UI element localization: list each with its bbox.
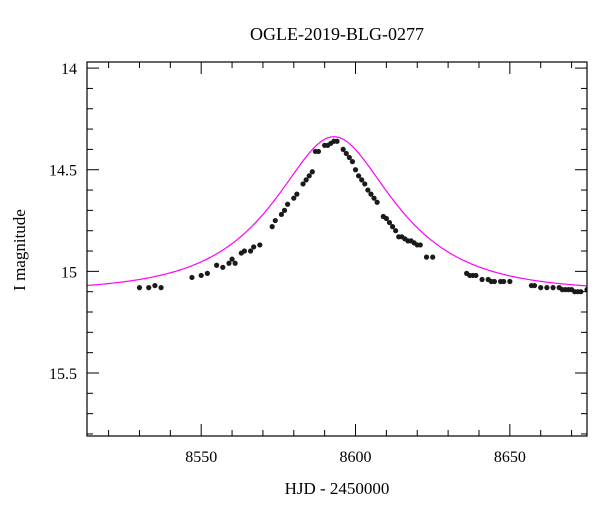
chart-title: OGLE-2019-BLG-0277 xyxy=(250,24,424,44)
data-point xyxy=(285,201,291,207)
data-point xyxy=(152,282,158,289)
y-axis-label: I magnitude xyxy=(10,209,29,291)
data-point xyxy=(491,278,498,285)
data-point xyxy=(393,228,399,234)
data-point xyxy=(241,248,248,254)
data-point xyxy=(272,217,278,224)
x-tick-label: 8600 xyxy=(340,449,372,466)
data-point xyxy=(281,207,288,213)
data-point xyxy=(374,199,380,205)
data-point xyxy=(300,181,306,187)
data-point xyxy=(334,138,340,144)
data-point xyxy=(389,224,396,230)
data-point xyxy=(294,191,300,197)
y-tick-label: 15.5 xyxy=(49,366,77,383)
data-point xyxy=(343,150,349,157)
data-point xyxy=(251,244,257,250)
data-point xyxy=(309,169,315,175)
y-tick-label: 15 xyxy=(61,264,77,281)
data-point xyxy=(204,270,210,276)
data-point xyxy=(423,254,430,260)
data-point xyxy=(214,262,220,268)
data-point xyxy=(550,285,556,291)
data-point xyxy=(349,159,356,165)
model-curve xyxy=(87,136,587,287)
x-tick-label: 8650 xyxy=(494,449,526,466)
x-axis-label: HJD - 2450000 xyxy=(285,479,390,498)
data-point xyxy=(257,242,263,248)
data-point xyxy=(356,173,362,179)
axis-ticks: 8550 8600 8650 14 14.5 15 15.5 xyxy=(49,61,587,466)
data-point xyxy=(229,256,235,262)
data-point xyxy=(365,187,371,193)
data-point xyxy=(359,177,365,183)
data-point xyxy=(531,282,538,289)
data-point xyxy=(473,272,479,279)
data-point xyxy=(501,278,507,285)
data-point xyxy=(538,285,544,291)
data-point xyxy=(278,211,285,218)
data-point xyxy=(306,173,312,179)
y-tick-label: 14 xyxy=(61,61,77,78)
data-point xyxy=(220,264,226,270)
data-point xyxy=(544,285,550,291)
data-point xyxy=(430,254,436,260)
data-point xyxy=(584,287,587,293)
plot-frame xyxy=(86,61,588,437)
data-point xyxy=(269,224,275,230)
data-point xyxy=(346,154,352,161)
data-point xyxy=(578,289,584,295)
data-point xyxy=(383,215,389,222)
data-point xyxy=(352,167,359,173)
data-point xyxy=(417,242,423,248)
data-point xyxy=(189,274,195,281)
data-point xyxy=(340,146,346,152)
data-point xyxy=(232,260,238,266)
data-point xyxy=(146,285,152,291)
data-point xyxy=(247,248,254,254)
data-point xyxy=(479,276,485,283)
data-point xyxy=(315,148,322,155)
data-point xyxy=(371,195,377,201)
data-point xyxy=(303,177,309,183)
data-point xyxy=(226,260,232,266)
data-point xyxy=(291,195,297,201)
data-point xyxy=(136,285,143,291)
y-tick-label: 14.5 xyxy=(49,163,77,180)
data-point xyxy=(362,181,368,187)
plot-area xyxy=(87,136,587,295)
x-tick-label: 8550 xyxy=(185,449,217,466)
data-point xyxy=(386,219,393,226)
data-point xyxy=(158,285,164,291)
data-point xyxy=(368,191,374,197)
data-point xyxy=(507,278,513,285)
data-point xyxy=(198,272,204,279)
